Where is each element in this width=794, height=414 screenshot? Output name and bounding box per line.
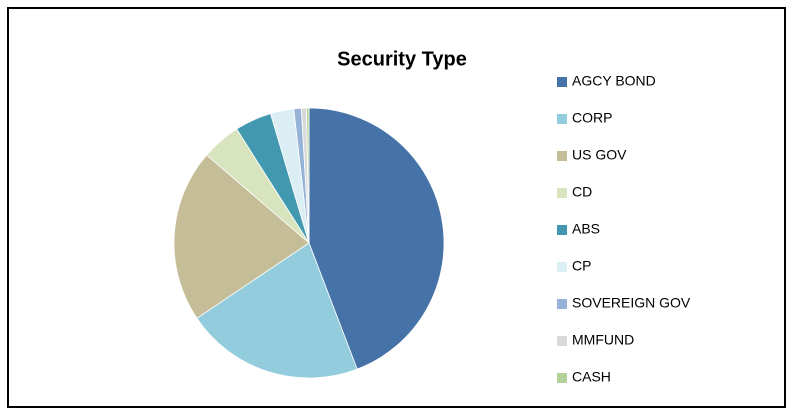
legend-label: ABS <box>572 221 600 237</box>
legend-label: AGCY BOND <box>572 73 656 89</box>
legend-swatch <box>557 373 567 383</box>
legend-label: SOVEREIGN GOV <box>572 295 691 311</box>
legend-label: CASH <box>572 369 611 385</box>
legend-label: US GOV <box>572 147 627 163</box>
legend-label: CP <box>572 258 591 274</box>
legend-label: CD <box>572 184 592 200</box>
legend-swatch <box>557 299 567 309</box>
legend-swatch <box>557 225 567 235</box>
pie-slice <box>173 154 310 319</box>
legend-swatch <box>557 151 567 161</box>
legend-swatch <box>557 336 567 346</box>
legend-label: CORP <box>572 110 612 126</box>
chart-title: Security Type <box>337 48 467 70</box>
legend-swatch <box>557 77 567 87</box>
pie-slice <box>308 107 445 370</box>
legend-swatch <box>557 262 567 272</box>
legend-swatch <box>557 114 567 124</box>
legend-swatch <box>557 188 567 198</box>
pie-slice <box>196 242 358 379</box>
legend-label: MMFUND <box>572 332 634 348</box>
pie-slice <box>306 107 310 244</box>
